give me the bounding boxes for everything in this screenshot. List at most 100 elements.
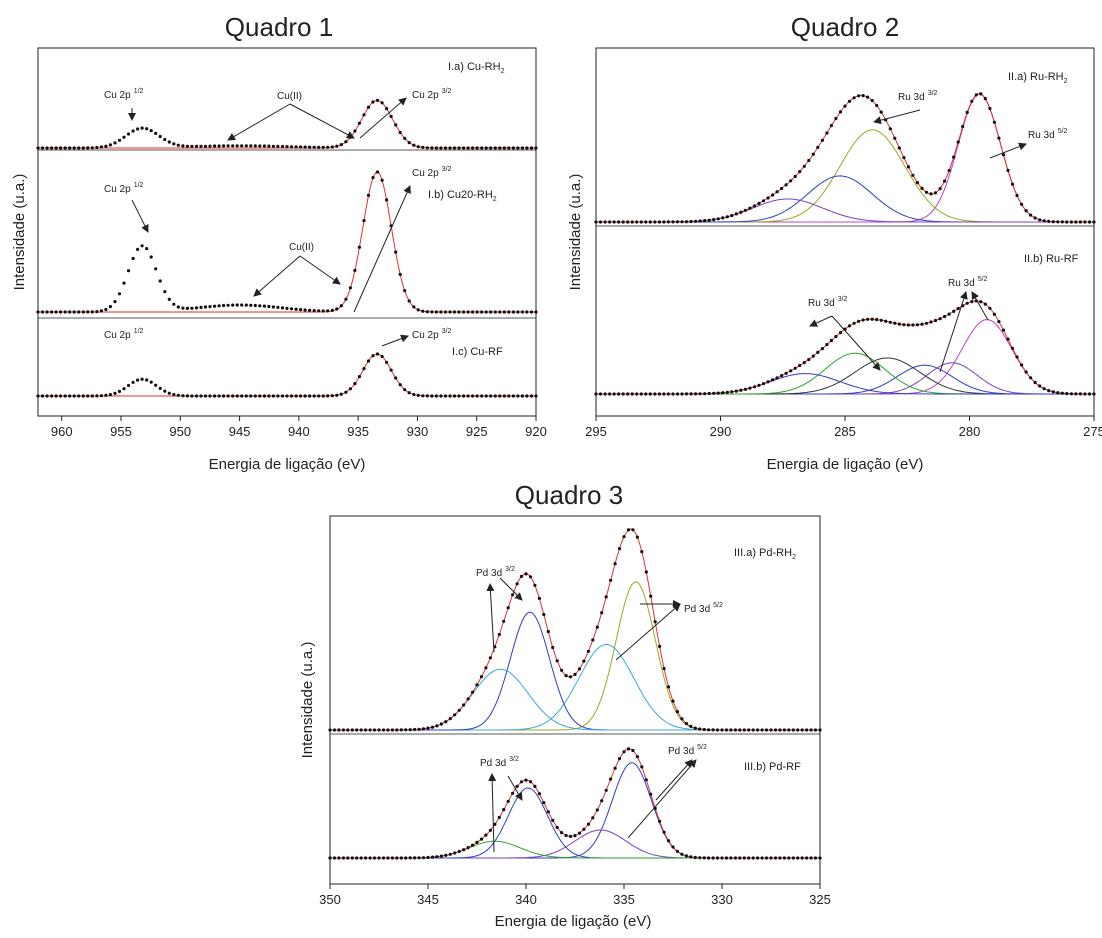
chart-3-panel-0-point-84 — [702, 727, 706, 732]
chart-2-panel-0-point-7 — [626, 220, 630, 224]
chart-3-panel-1-point-79 — [680, 852, 684, 856]
chart-1-panel-2-point-47 — [249, 394, 253, 398]
chart-1-panel-0-point-54 — [280, 144, 285, 149]
chart-3-panel-1-point-94 — [747, 856, 751, 860]
chart-1-panel-0-point-108 — [525, 146, 529, 150]
chart-3-panel-1-point-48 — [542, 801, 546, 805]
chart-1-panel-0-point-29 — [167, 140, 171, 144]
chart-3-panel-1-point-95 — [751, 856, 755, 860]
chart-1-panel-0-point-97 — [475, 146, 479, 150]
chart-2-panel-0-point-62 — [875, 103, 879, 108]
chart-1-panel-1-point-50 — [262, 304, 266, 308]
chart-2-panel-0-point-26 — [712, 218, 716, 222]
chart-2-panel-1-point-78 — [947, 312, 951, 316]
chart-1-panel-1-point-59 — [303, 308, 307, 312]
chart-1-panel-2-point-23 — [140, 377, 144, 381]
chart-1-panel-0-point-103 — [502, 146, 506, 150]
chart-1-panel-1-point-60 — [308, 308, 312, 312]
chart-2-panel-0-point-50 — [820, 138, 825, 142]
chart-2-panel-0-point-30 — [730, 213, 734, 218]
chart-3-panel-1-point-11 — [377, 856, 381, 860]
chart-2-panel-1-point-51 — [825, 343, 829, 347]
chart-1-panel-2-point-11 — [86, 394, 90, 398]
chart-1-panel-2-point-16 — [108, 393, 112, 397]
chart-1-panel-2-point-57 — [294, 394, 298, 398]
chart-2-panel-0-point-60 — [866, 95, 870, 99]
chart-2-panel-1-point-10 — [639, 392, 643, 396]
chart-2-b-arrow-3 — [939, 291, 968, 373]
chart-2-a-arrow-1 — [873, 109, 921, 125]
chart-3-panel-1-point-72 — [649, 792, 653, 796]
chart-1-panel-1-point-93 — [457, 310, 461, 314]
chart-1-series — [36, 98, 538, 398]
chart-3-panel-1-point-56 — [577, 831, 582, 835]
chart-2-panel-0-point-97 — [1033, 216, 1037, 220]
chart-2-panel-0-point-43 — [789, 179, 793, 183]
chart-1-panel-0-point-9 — [77, 146, 81, 150]
chart-1-panel-0-point-80 — [398, 130, 402, 135]
chart-1-panel-2-point-20 — [126, 383, 131, 388]
chart-1-panel-1-point-62 — [317, 309, 321, 313]
chart-2-panel-1-point-71 — [915, 323, 920, 327]
chart-1-panel-1-point-96 — [471, 310, 475, 314]
chart-1-panel-1-point-13 — [95, 310, 99, 314]
chart-1-panel-2-point-10 — [81, 394, 85, 398]
chart-1-c-annot-cu2p32: Cu 2p 3/2 — [412, 328, 452, 341]
chart-1-panel-0-point-36 — [199, 144, 203, 148]
chart-1-tick-label-1: 955 — [110, 424, 132, 439]
chart-3-panel-1-point-74 — [658, 819, 662, 823]
chart-1-panel-0-point-74 — [371, 100, 375, 104]
chart-3-panel-0-point-97 — [760, 728, 764, 732]
chart-3-panel-0-point-33 — [475, 683, 479, 687]
chart-1-panel-0-point-44 — [235, 144, 239, 148]
chart-2-panel-1-point-104 — [1065, 392, 1069, 396]
chart-3-panel-1-point-33 — [475, 840, 479, 845]
chart-2-panel-0-point-80 — [956, 140, 960, 144]
chart-2-panel-1-point-48 — [811, 354, 815, 358]
chart-3-panel-1-point-41 — [510, 791, 515, 795]
chart-3-panel-0-point-21 — [421, 727, 426, 731]
chart-3-panel-1-point-68 — [631, 748, 635, 753]
chart-1-panel-2-point-14 — [99, 394, 103, 398]
chart-2-panel-0-point-12 — [648, 220, 652, 224]
chart-1-panel-0-point-86 — [425, 146, 429, 150]
chart-3-panel-1-point-61 — [600, 799, 604, 803]
chart-2-panel-0-point-21 — [689, 219, 693, 224]
chart-3-panel-0-point-40 — [506, 606, 510, 610]
chart-1-panel-2-point-62 — [317, 394, 321, 398]
chart-3-panel-0-point-29 — [457, 708, 461, 712]
chart-3-panel-0-point-41 — [510, 593, 515, 597]
chart-2-b-annot-3d52: Ru 3d 5/2 — [948, 276, 988, 289]
chart-1-panel-1-point-84 — [416, 308, 420, 312]
chart-1-panel-0-point-37 — [203, 144, 208, 148]
chart-3-panel-1-point-43 — [519, 780, 524, 784]
chart-1-a-annot-cu2p32: Cu 2p 3/2 — [412, 88, 452, 101]
chart-2-panel-0-point-103 — [1060, 220, 1064, 224]
chart-1-panel-1-point-27 — [158, 279, 162, 283]
chart-3-panel-0-point-7 — [359, 728, 363, 732]
chart-1-panel-0-point-19 — [122, 135, 126, 139]
chart-2-panel-1-point-92 — [1010, 346, 1015, 350]
chart-3-panel-0-point-9 — [368, 728, 372, 732]
chart-1-panel-1-point-10 — [81, 310, 85, 314]
chart-1-x-ticks: 960 955 950 945 940 935 930 925 920 — [51, 416, 547, 439]
chart-1-panel-1-point-9 — [77, 310, 81, 314]
chart-2-a-annot-3d52: Ru 3d 5/2 — [1028, 128, 1068, 141]
chart-3-panel-0-point-25 — [439, 722, 443, 726]
chart-1-panel-2-point-9 — [77, 394, 81, 398]
chart-2-panel-0-point-45 — [798, 170, 802, 174]
chart-1-panel-1-point-17 — [113, 300, 117, 304]
chart-1-panel-2-point-28 — [163, 389, 167, 393]
chart-1-panel-0-point-107 — [520, 146, 525, 150]
chart-3-panel-1-point-85 — [707, 856, 711, 860]
chart-1-panel-2-point-15 — [104, 393, 108, 397]
chart-3-panel-1-point-28 — [453, 851, 457, 855]
chart-1-panel-2-point-82 — [407, 391, 411, 395]
chart-1-panel-0-point-27 — [158, 134, 162, 139]
chart-2-panel-1-point-67 — [897, 322, 901, 326]
chart-2-panel-1-point-99 — [1042, 387, 1046, 391]
chart-1-panel-1-point-43 — [231, 303, 235, 307]
chart-3-panel-0-point-36 — [488, 656, 492, 660]
chart-2-panel-1-point-110 — [1092, 392, 1096, 396]
chart-2-panel-1-point-25 — [707, 391, 711, 396]
